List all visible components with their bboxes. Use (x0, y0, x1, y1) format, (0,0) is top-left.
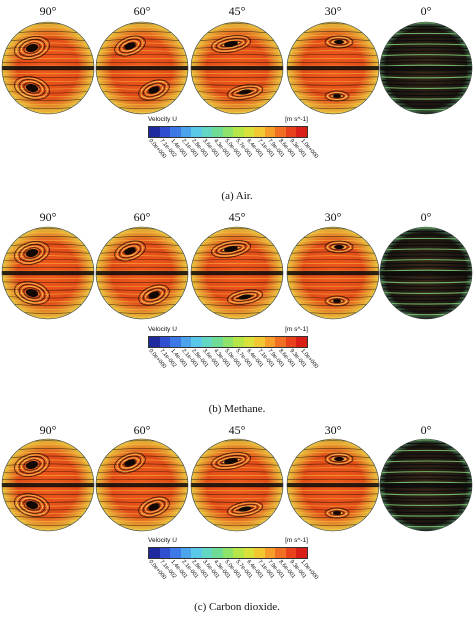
colorbar (148, 547, 308, 559)
colorbar-segment (275, 127, 286, 137)
angle-label: 30° (324, 210, 342, 224)
caption: (b) Methane. (208, 403, 266, 415)
colorbar-segment (233, 337, 244, 347)
colorbar-segment (285, 548, 297, 558)
colorbar-segment (170, 127, 181, 137)
colorbar-segment (212, 127, 223, 137)
colorbar-segment (201, 127, 213, 137)
legend-title: Velocity U (148, 326, 177, 333)
colorbar-segment (254, 337, 265, 347)
colorbar-segment (191, 127, 202, 137)
colorbar-segment (180, 127, 192, 137)
colorbar-segment (264, 548, 276, 558)
angle-label: 30° (324, 4, 342, 18)
angle-label: 60° (133, 210, 151, 224)
streamline-sphere (379, 21, 473, 115)
colorbar-segment (285, 337, 297, 347)
colorbar-segment (191, 337, 202, 347)
streamline-sphere (286, 226, 380, 320)
streamline-sphere (286, 21, 380, 115)
colorbar-segment (212, 337, 223, 347)
angle-label: 60° (133, 423, 151, 437)
streamline-sphere (95, 438, 189, 532)
colorbar-segment (180, 337, 192, 347)
angle-label: 90° (39, 210, 57, 224)
streamline-sphere (286, 438, 380, 532)
streamline-sphere (1, 226, 95, 320)
panel-air: 90° 60° 45° 30° 0° Velocity U [m s^-1] 0… (0, 0, 474, 205)
legend-unit: [m s^-1] (285, 326, 308, 333)
colorbar-segment (222, 548, 234, 558)
streamline-sphere (190, 438, 284, 532)
colorbar-segment (243, 127, 255, 137)
colorbar-segment (159, 548, 171, 558)
angle-label: 90° (39, 4, 57, 18)
colorbar-segment (264, 127, 276, 137)
angle-label: 45° (228, 210, 246, 224)
colorbar-segment (233, 548, 244, 558)
legend-unit: [m s^-1] (285, 537, 308, 544)
colorbar-ticks: 0.0e+000 7.1e-002 1.4e-001 2.1e-001 2.8e-001… (147, 559, 319, 589)
colorbar-segment (296, 337, 307, 347)
colorbar-segment (254, 548, 265, 558)
colorbar-segment (201, 337, 213, 347)
caption: (c) Carbon dioxide. (194, 601, 280, 613)
caption: (a) Air. (221, 190, 253, 202)
angle-label: 45° (228, 4, 246, 18)
colorbar-segment (275, 548, 286, 558)
colorbar-segment (243, 337, 255, 347)
colorbar-segment (170, 337, 181, 347)
streamline-sphere (1, 21, 95, 115)
legend-title: Velocity U (148, 116, 177, 123)
angle-label: 0° (420, 210, 432, 224)
streamline-sphere (379, 226, 473, 320)
streamline-sphere (1, 438, 95, 532)
colorbar-segment (222, 337, 234, 347)
velocity-legend: Velocity U [m s^-1] 0.0e+000 7.1e-002 1.4e… (147, 116, 319, 174)
colorbar-segment (212, 548, 223, 558)
colorbar-segment (170, 548, 181, 558)
panel-methane: 90° 60° 45° 30° 0° Velocity U [m s^-1] 0… (0, 205, 474, 417)
streamline-sphere (95, 21, 189, 115)
colorbar-segment (296, 127, 307, 137)
velocity-legend: Velocity U [m s^-1] 0.0e+000 7.1e-002 1.4e… (147, 326, 319, 386)
colorbar-segment (254, 127, 265, 137)
angle-label: 90° (39, 423, 57, 437)
colorbar-segment (159, 337, 171, 347)
colorbar-segment (149, 127, 160, 137)
legend-title: Velocity U (148, 537, 177, 544)
colorbar (148, 336, 308, 348)
velocity-legend: Velocity U [m s^-1] 0.0e+000 7.1e-002 1.4e… (147, 537, 319, 595)
colorbar-segment (201, 548, 213, 558)
colorbar-segment (191, 548, 202, 558)
colorbar-segment (296, 548, 307, 558)
colorbar-segment (159, 127, 171, 137)
angle-label: 45° (228, 423, 246, 437)
streamline-sphere (190, 21, 284, 115)
colorbar-segment (275, 337, 286, 347)
streamline-sphere (95, 226, 189, 320)
legend-unit: [m s^-1] (285, 116, 308, 123)
colorbar-segment (180, 548, 192, 558)
streamline-sphere (379, 438, 473, 532)
colorbar-segment (264, 337, 276, 347)
colorbar (148, 126, 308, 138)
colorbar-ticks: 0.0e+000 7.1e-002 1.4e-001 2.1e-001 2.8e-001… (147, 138, 319, 168)
colorbar-segment (149, 548, 160, 558)
angle-label: 60° (133, 4, 151, 18)
angle-label: 0° (420, 4, 432, 18)
angle-label: 30° (324, 423, 342, 437)
colorbar-segment (222, 127, 234, 137)
angle-label: 0° (420, 423, 432, 437)
colorbar-segment (243, 548, 255, 558)
colorbar-ticks: 0.0e+000 7.1e-002 1.4e-001 2.1e-001 2.8e-001… (147, 348, 319, 378)
colorbar-segment (149, 337, 160, 347)
streamline-sphere (190, 226, 284, 320)
panel-carbon-dioxide: 90° 60° 45° 30° 0° Velocity U [m s^-1] 0… (0, 417, 474, 619)
colorbar-segment (285, 127, 297, 137)
colorbar-segment (233, 127, 244, 137)
